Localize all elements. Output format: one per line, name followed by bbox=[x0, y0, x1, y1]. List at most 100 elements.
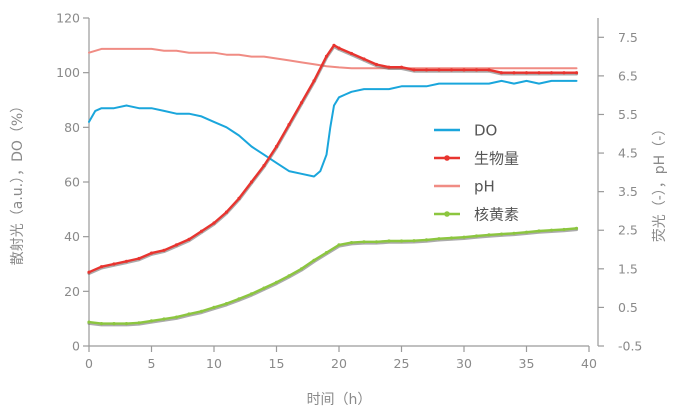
x-tick-label: 20 bbox=[331, 356, 347, 371]
legend-label: 核黄素 bbox=[474, 206, 519, 224]
data-point-biomass bbox=[162, 248, 166, 252]
data-point-riboflavin bbox=[449, 236, 454, 240]
data-point-riboflavin bbox=[112, 322, 116, 326]
data-point-biomass bbox=[212, 221, 216, 225]
data-point-riboflavin bbox=[149, 319, 154, 323]
legend-marker bbox=[444, 155, 450, 161]
data-point-biomass bbox=[437, 68, 441, 72]
data-point-riboflavin bbox=[512, 231, 516, 235]
data-point-riboflavin bbox=[562, 227, 566, 232]
right-tick-label: 3.5 bbox=[618, 184, 638, 199]
data-point-biomass bbox=[137, 256, 141, 261]
data-point-riboflavin bbox=[224, 302, 229, 306]
data-point-riboflavin bbox=[187, 312, 191, 316]
data-point-biomass bbox=[399, 65, 404, 69]
data-point-biomass bbox=[199, 229, 204, 233]
data-point-biomass bbox=[299, 101, 304, 105]
series-line-ph bbox=[88, 47, 578, 70]
data-point-riboflavin bbox=[137, 321, 141, 325]
x-tick-label: 30 bbox=[456, 356, 472, 371]
data-point-biomass bbox=[387, 65, 391, 69]
data-point-riboflavin bbox=[199, 309, 204, 313]
data-point-riboflavin bbox=[437, 237, 441, 241]
data-point-biomass bbox=[374, 62, 379, 67]
data-point-biomass bbox=[337, 46, 341, 50]
data-point-biomass bbox=[224, 210, 229, 214]
right-axis-title: 荧光（-），pH（-） bbox=[651, 122, 668, 243]
left-tick-label: 40 bbox=[64, 229, 80, 244]
x-tick-label: 35 bbox=[519, 356, 535, 371]
data-point-riboflavin bbox=[237, 297, 241, 301]
data-point-riboflavin bbox=[487, 233, 491, 237]
left-axis-title: 散射光（a.u.），DO（%） bbox=[10, 99, 26, 265]
data-point-biomass bbox=[474, 68, 479, 72]
data-point-riboflavin bbox=[87, 320, 91, 324]
legend-label: DO bbox=[474, 122, 497, 140]
right-tick-label: 1.5 bbox=[618, 261, 638, 276]
data-point-biomass bbox=[549, 71, 554, 75]
data-point-biomass bbox=[462, 68, 466, 72]
left-tick-label: 80 bbox=[64, 120, 80, 135]
data-point-riboflavin bbox=[399, 239, 404, 243]
data-point-biomass bbox=[312, 79, 316, 83]
data-point-riboflavin bbox=[499, 232, 504, 236]
data-point-biomass bbox=[562, 71, 566, 75]
data-point-riboflavin bbox=[274, 280, 279, 284]
data-point-riboflavin bbox=[99, 322, 104, 326]
data-point-riboflavin bbox=[424, 238, 429, 242]
data-point-riboflavin bbox=[362, 240, 366, 244]
data-point-biomass bbox=[487, 68, 491, 72]
right-tick-label: 5.5 bbox=[618, 107, 638, 122]
data-point-biomass bbox=[499, 71, 504, 75]
data-point-riboflavin bbox=[262, 286, 266, 290]
data-point-biomass bbox=[424, 68, 429, 72]
left-tick-label: 20 bbox=[64, 284, 80, 299]
data-point-riboflavin bbox=[549, 228, 554, 232]
data-point-biomass bbox=[99, 265, 104, 269]
right-axis: -0.5 0.5 1.5 2.5 3.5 4.5 5.5 6.5 7.5 bbox=[597, 18, 642, 354]
data-point-biomass bbox=[324, 54, 329, 58]
data-point-riboflavin bbox=[387, 239, 391, 243]
data-point-biomass bbox=[537, 71, 541, 75]
data-point-riboflavin bbox=[212, 305, 216, 309]
x-tick-label: 5 bbox=[148, 356, 156, 371]
data-point-biomass bbox=[362, 57, 366, 61]
series-layer bbox=[87, 43, 579, 327]
left-tick-label: 120 bbox=[56, 11, 80, 26]
data-point-biomass bbox=[332, 43, 336, 47]
x-tick-label: 25 bbox=[394, 356, 410, 371]
data-point-riboflavin bbox=[337, 243, 341, 247]
data-point-biomass bbox=[512, 71, 516, 75]
data-point-biomass bbox=[262, 164, 266, 168]
right-tick-label: 6.5 bbox=[618, 68, 638, 83]
data-point-biomass bbox=[174, 243, 179, 247]
series-shadow-riboflavin bbox=[87, 227, 579, 327]
data-point-riboflavin bbox=[412, 239, 416, 243]
data-point-riboflavin bbox=[537, 229, 541, 233]
data-point-biomass bbox=[112, 262, 116, 266]
data-point-riboflavin bbox=[312, 258, 316, 262]
data-point-biomass bbox=[349, 51, 354, 56]
data-point-biomass bbox=[574, 71, 579, 75]
x-tick-label: 10 bbox=[206, 356, 222, 371]
legend-marker bbox=[444, 211, 450, 217]
data-point-biomass bbox=[124, 259, 129, 263]
x-tick-label: 15 bbox=[269, 356, 285, 371]
data-point-biomass bbox=[274, 144, 279, 149]
data-point-riboflavin bbox=[162, 317, 166, 321]
data-point-riboflavin bbox=[174, 315, 179, 319]
right-tick-label: 4.5 bbox=[618, 146, 638, 161]
data-point-biomass bbox=[187, 237, 191, 241]
data-point-riboflavin bbox=[324, 251, 329, 255]
data-point-biomass bbox=[87, 270, 91, 274]
data-point-biomass bbox=[449, 68, 454, 72]
right-tick-label: 0.5 bbox=[618, 300, 638, 315]
data-point-riboflavin bbox=[287, 274, 291, 278]
data-point-riboflavin bbox=[124, 322, 129, 326]
left-tick-label: 0 bbox=[72, 339, 80, 354]
data-point-biomass bbox=[149, 251, 154, 255]
right-tick-label: 7.5 bbox=[618, 30, 638, 45]
series-line-riboflavin bbox=[87, 227, 578, 325]
data-point-riboflavin bbox=[474, 234, 479, 238]
